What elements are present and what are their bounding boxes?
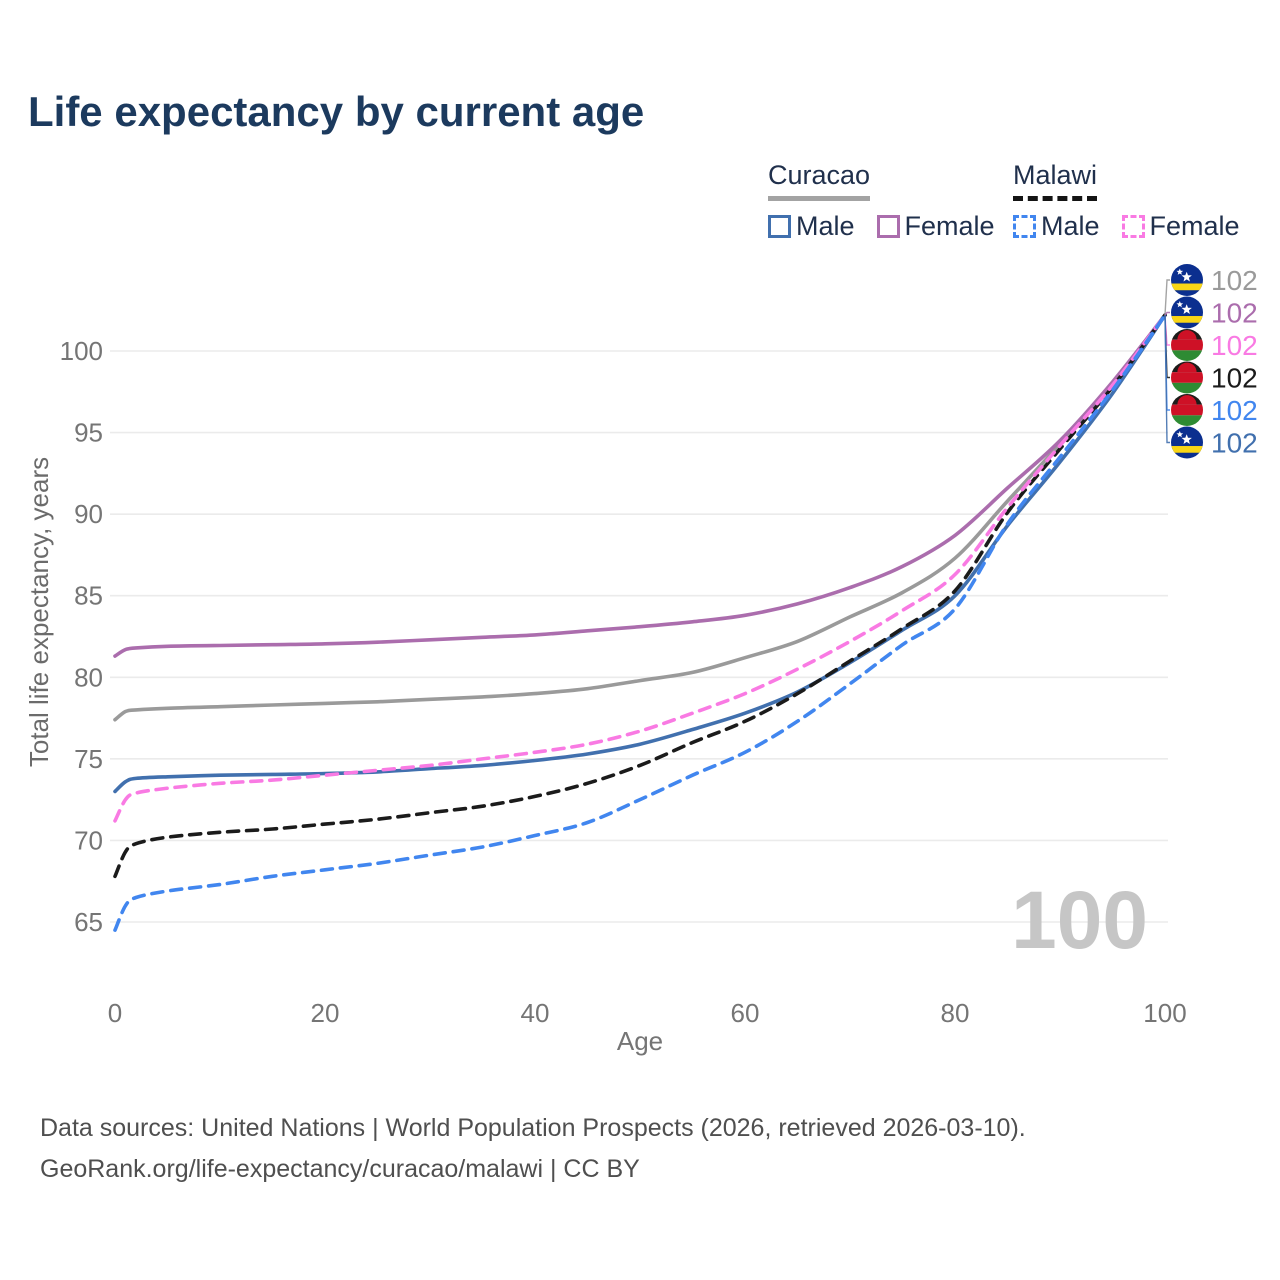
legend-item-curacao-male[interactable]: Male: [768, 211, 855, 242]
end-value-curacao-male: 102: [1211, 428, 1258, 459]
malawi-flag-icon: [1171, 361, 1203, 394]
series-line-curacao-female: [113, 313, 1167, 658]
curacao-flag-icon: [1171, 264, 1203, 296]
legend-label-malawi-male: Male: [1041, 211, 1100, 241]
legend-label-curacao-female: Female: [904, 211, 995, 241]
legend-header-curacao: Curacao: [768, 160, 871, 201]
curacao-female-swatch-icon: [876, 215, 900, 238]
y-tick-75: 75: [74, 744, 103, 774]
series-line-malawi-female: [113, 313, 1167, 823]
legend-item-malawi-female[interactable]: Female: [1121, 211, 1240, 242]
end-value-curacao-total: 102: [1211, 265, 1258, 296]
chart-series: [113, 313, 1167, 932]
y-tick-65: 65: [74, 907, 103, 937]
y-axis-label: Total life expectancy, years: [24, 457, 54, 767]
y-tick-80: 80: [74, 662, 103, 692]
legend-label-malawi-female: Female: [1149, 211, 1240, 241]
series-line-curacao-total: [113, 313, 1167, 722]
chart-grid: [110, 350, 1168, 923]
series-line-malawi-male: [113, 313, 1167, 932]
end-value-malawi-female: 102: [1211, 330, 1258, 361]
curacao-flag-icon: [1171, 426, 1203, 459]
curacao-male-swatch-icon: [768, 215, 791, 238]
page-title: Life expectancy by current age: [28, 88, 645, 135]
leader-line-curacao-male: [1164, 315, 1170, 444]
legend-label-curacao-male: Male: [796, 211, 855, 241]
legend-header-malawi: Malawi: [1013, 160, 1098, 201]
x-tick-40: 40: [521, 998, 550, 1028]
footer: Data sources: United Nations | World Pop…: [40, 1108, 1026, 1190]
leader-line-curacao-female: [1164, 311, 1170, 316]
malawi-male-swatch-icon: [1013, 215, 1036, 238]
chart-axes: 65 70 75 80 85 90 95 100 0 20 40 60 80 100 Age Total li…: [24, 336, 1187, 1056]
series-line-curacao-male: [113, 313, 1167, 794]
y-tick-70: 70: [74, 825, 103, 855]
malawi-flag-icon: [1171, 329, 1203, 361]
legend-group-curacao: Curacao Male Female: [768, 160, 995, 242]
y-tick-90: 90: [74, 499, 103, 529]
footer-attribution: GeoRank.org/life-expectancy/curacao/mala…: [40, 1155, 640, 1183]
legend-group-malawi: Malawi Male Female: [1013, 160, 1240, 242]
y-tick-95: 95: [74, 418, 103, 448]
leader-line-curacao-total: [1164, 279, 1170, 316]
x-tick-20: 20: [311, 998, 340, 1028]
y-tick-100: 100: [60, 336, 103, 366]
x-tick-0: 0: [108, 998, 122, 1028]
series-line-malawi-total: [113, 313, 1167, 879]
end-value-malawi-male: 102: [1211, 395, 1258, 426]
malawi-female-swatch-icon: [1121, 215, 1145, 238]
x-tick-60: 60: [731, 998, 760, 1028]
malawi-flag-icon: [1171, 394, 1203, 426]
end-value-curacao-female: 102: [1211, 298, 1258, 329]
legend-item-curacao-female[interactable]: Female: [876, 211, 995, 242]
end-value-malawi-total: 102: [1211, 363, 1258, 394]
x-axis-label: Age: [617, 1026, 663, 1056]
age-watermark: 100: [1011, 875, 1148, 966]
x-tick-100: 100: [1143, 998, 1186, 1028]
curacao-flag-icon: [1171, 296, 1203, 329]
legend-item-malawi-male[interactable]: Male: [1013, 211, 1100, 242]
footer-data-sources: Data sources: United Nations | World Pop…: [40, 1114, 1026, 1142]
y-tick-85: 85: [74, 581, 103, 611]
x-tick-80: 80: [941, 998, 970, 1028]
